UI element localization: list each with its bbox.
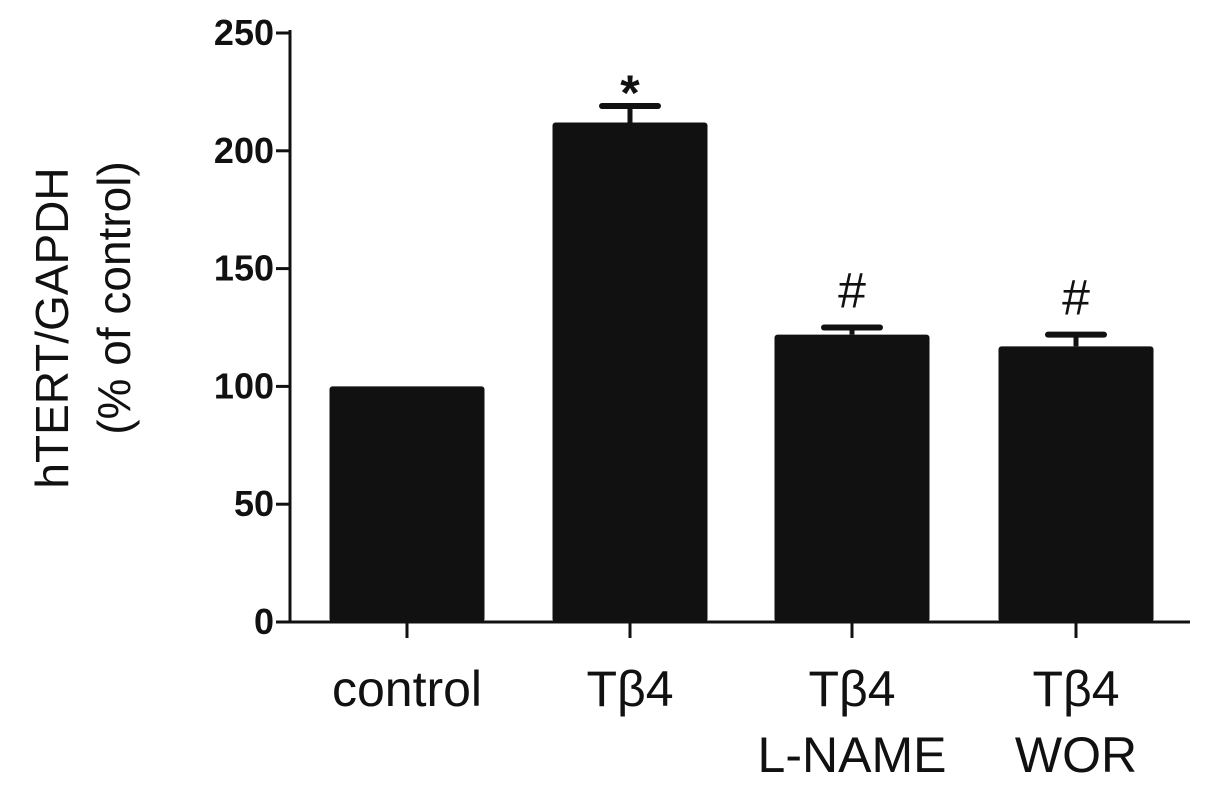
x-tick-label: control [332,661,482,717]
y-axis-title: hTERT/GAPDH [26,167,78,488]
x-tick-label: Tβ4 [1032,661,1119,717]
significance-annotation: # [1062,270,1090,326]
bar [329,386,485,622]
significance-annotation: # [838,263,866,319]
y-axis-subtitle: (% of control) [88,161,140,435]
labels-layer: control Tβ4 * Tβ4 L-NAME # Tβ4 WOR # [332,65,1137,783]
x-tick-label-line2: L-NAME [758,727,947,783]
bar [774,334,930,622]
bars-layer [329,103,1154,622]
y-tick-label: 50 [234,483,274,524]
significance-annotation: * [620,65,640,121]
bar [998,346,1154,622]
y-tick-label: 0 [254,601,274,642]
y-tick-label: 200 [214,130,274,171]
bar [552,122,708,622]
x-tick-label: Tβ4 [586,661,673,717]
x-tick-label-line2: WOR [1015,727,1137,783]
y-tick-label: 100 [214,365,274,406]
x-tick-label: Tβ4 [808,661,895,717]
axes-layer: 0 50 100 150 200 250 hTERT/GAPDH (% of control) [26,12,1190,642]
y-tick-label: 150 [214,248,274,289]
y-tick-label: 250 [214,12,274,53]
